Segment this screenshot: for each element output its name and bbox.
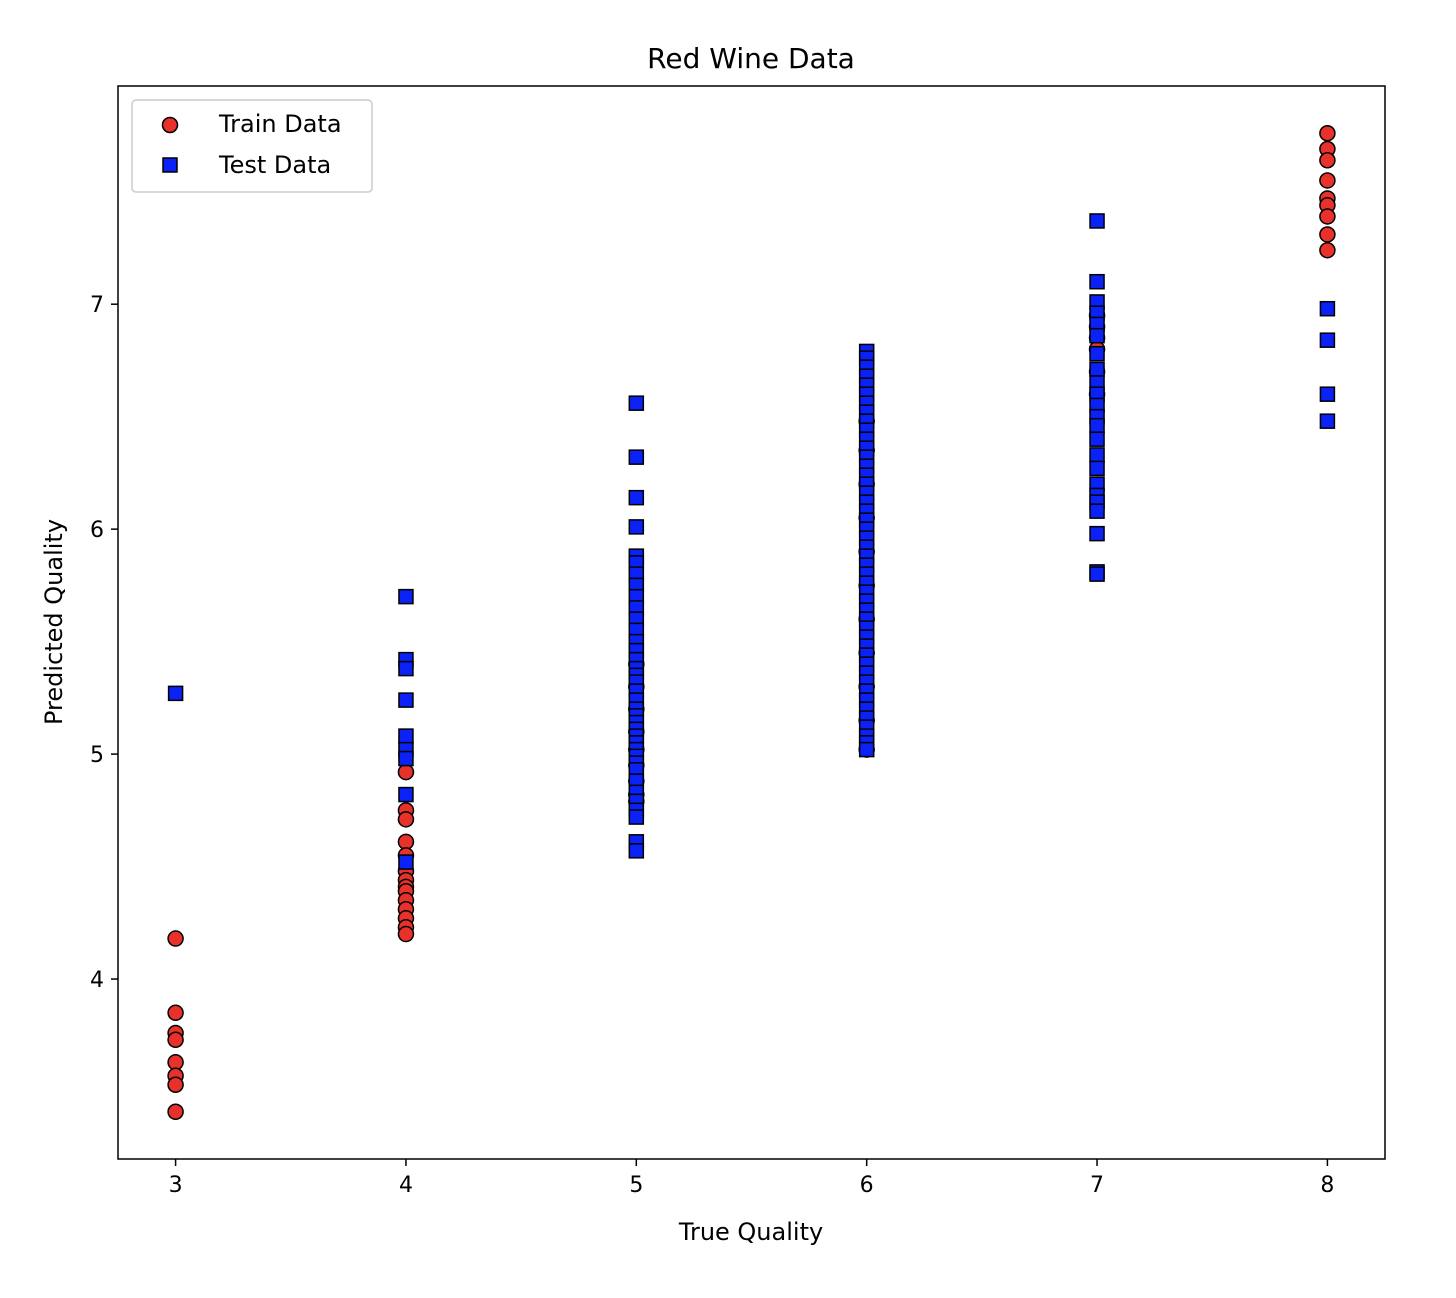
- test-point: [628, 489, 645, 506]
- plot-area: [167, 124, 1336, 1121]
- test-point: [1089, 460, 1105, 477]
- test-point: [858, 741, 875, 758]
- train-point: [1319, 226, 1336, 243]
- y-tick-label: 7: [90, 293, 104, 318]
- test-point: [167, 685, 184, 702]
- test-point: [628, 519, 645, 535]
- test-point: [398, 588, 414, 605]
- test-point: [628, 395, 645, 411]
- train-point: [397, 811, 415, 828]
- x-tick-label: 4: [399, 1173, 413, 1198]
- legend-train-marker: [161, 116, 179, 134]
- test-point: [398, 750, 414, 767]
- test-point: [398, 692, 414, 708]
- x-axis-label: True Quality: [678, 1218, 823, 1246]
- train-point: [1319, 151, 1336, 169]
- train-point: [397, 925, 415, 943]
- train-point: [1319, 172, 1336, 189]
- train-point: [167, 1103, 184, 1121]
- test-point: [1319, 300, 1336, 317]
- train-point: [1319, 124, 1336, 142]
- axes-frame: [117, 85, 1386, 1160]
- train-point: [167, 1031, 184, 1049]
- chart-title: Red Wine Data: [647, 42, 855, 75]
- train-point: [167, 930, 184, 947]
- x-tick-label: 6: [860, 1173, 874, 1198]
- y-tick-label: 5: [90, 743, 104, 768]
- test-point: [1089, 431, 1105, 447]
- x-tick-label: 5: [629, 1173, 643, 1198]
- test-point: [1089, 503, 1105, 519]
- test-point: [398, 854, 414, 870]
- test-point: [1089, 525, 1105, 542]
- test-point: [398, 660, 414, 677]
- y-tick-label: 4: [90, 968, 104, 993]
- x-tick-label: 8: [1320, 1173, 1334, 1198]
- test-point: [1089, 345, 1105, 362]
- test-point: [1089, 566, 1105, 582]
- test-point: [628, 843, 645, 859]
- test-point: [398, 728, 414, 744]
- x-tick-label: 7: [1090, 1173, 1104, 1198]
- test-point: [398, 786, 414, 803]
- legend-box: [131, 99, 373, 193]
- test-point: [628, 809, 645, 825]
- axis-ticks: 3 4 5 6 7 8 4 5 6 7: [90, 293, 1334, 1198]
- legend-train-label: Train Data: [218, 110, 342, 138]
- legend: Train Data Test Data: [131, 99, 373, 193]
- y-tick-label: 6: [90, 518, 104, 543]
- test-point: [1089, 327, 1105, 344]
- y-axis-label: Predicted Quality: [40, 519, 68, 725]
- train-point: [1319, 208, 1336, 225]
- x-tick-label: 3: [169, 1173, 183, 1198]
- train-point: [1319, 241, 1336, 259]
- test-point: [1319, 332, 1336, 348]
- legend-test-marker: [162, 157, 178, 173]
- test-point: [1089, 417, 1105, 434]
- test-point: [1089, 273, 1105, 290]
- legend-test-label: Test Data: [218, 151, 331, 179]
- train-point: [167, 1076, 184, 1094]
- test-point: [1089, 361, 1105, 378]
- test-point: [1089, 213, 1105, 229]
- test-point: [1089, 447, 1105, 463]
- test-point: [628, 449, 645, 465]
- test-point: [1319, 413, 1336, 429]
- test-point: [1319, 386, 1336, 402]
- train-point: [167, 1004, 184, 1022]
- train-point: [397, 763, 415, 781]
